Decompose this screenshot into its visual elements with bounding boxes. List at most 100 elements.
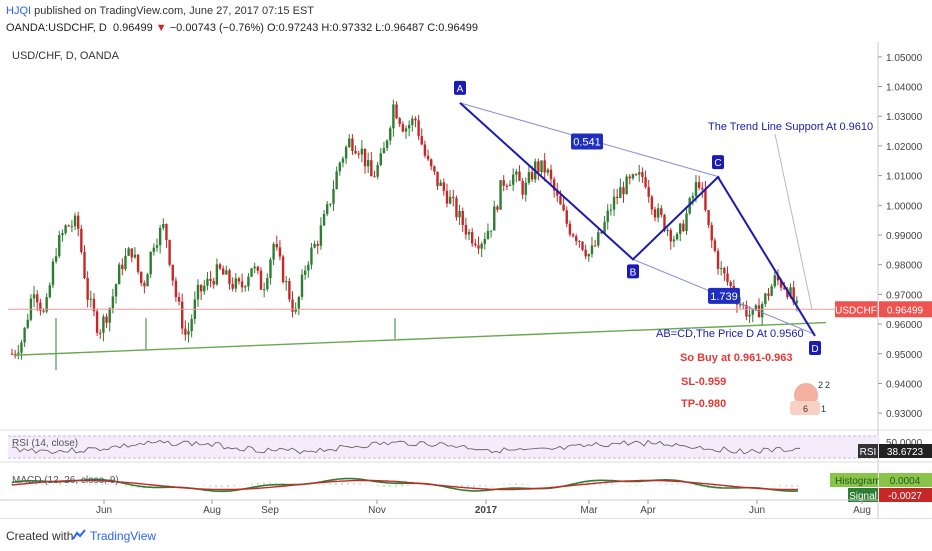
tradingview-logo-icon: [72, 529, 86, 540]
candle-body: [464, 224, 468, 235]
candle-body: [499, 180, 502, 210]
candle-body: [231, 283, 234, 289]
candle-body: [786, 288, 789, 298]
candle-body: [48, 285, 52, 298]
candle-body: [426, 155, 430, 160]
author-name[interactable]: HJQI: [6, 5, 32, 17]
candle-body: [754, 305, 758, 310]
candle-body: [792, 287, 795, 303]
candle-body: [726, 273, 729, 282]
y-tick-label: 1.01000: [886, 172, 923, 183]
candle-body: [146, 274, 149, 287]
y-tick-label: 0.97000: [886, 290, 923, 301]
candle-body: [615, 196, 619, 198]
candle-body: [694, 182, 698, 197]
candle-body: [237, 278, 241, 282]
candle-body: [338, 162, 342, 172]
candle-body: [294, 308, 297, 312]
candle-body: [496, 206, 499, 210]
candle-body: [344, 147, 348, 159]
stamp-digit: 2: [818, 380, 823, 390]
signal-value: -0.0027: [888, 491, 922, 502]
candle-body: [565, 210, 568, 224]
point-marker-b: [627, 264, 639, 279]
candle-body: [638, 172, 641, 175]
candle-body: [789, 287, 792, 298]
candle-body: [262, 289, 266, 291]
signal-value-badge: [879, 488, 932, 502]
candle-body: [297, 296, 301, 309]
candle-body: [505, 185, 509, 187]
histogram-value: 0.0004: [890, 476, 921, 487]
candle-body: [593, 245, 597, 247]
candle-body: [483, 238, 486, 244]
candle-body: [417, 120, 420, 137]
candle-body: [389, 128, 392, 141]
histogram-badge-text: Histogram: [835, 476, 881, 487]
y-tick-label: 1.03000: [886, 112, 923, 123]
candle-body: [729, 281, 732, 286]
candle-body: [587, 254, 591, 257]
candle-body: [307, 264, 310, 271]
candle-body: [326, 204, 329, 214]
candle-body: [508, 184, 512, 186]
candle-body: [675, 233, 679, 240]
candle-body: [568, 223, 572, 235]
candle-body: [578, 241, 581, 243]
candle-body: [430, 159, 433, 167]
histogram-badge: [830, 473, 878, 487]
last-price-value: 0.96499: [887, 305, 924, 316]
stamp-digit: 6: [803, 404, 808, 414]
candle-body: [385, 140, 389, 149]
ohlc-values: O:0.97243 H:0.97332 L:0.96487 C:0.96499: [267, 22, 479, 34]
candle-body: [376, 164, 379, 177]
y-tick-label: 1.02000: [886, 142, 923, 153]
point-marker-a: [454, 80, 466, 95]
candle-body: [486, 230, 490, 239]
x-tick-label: Aug: [853, 505, 871, 516]
candle-body: [209, 278, 212, 281]
candle-body: [181, 301, 184, 329]
candle-body: [348, 138, 351, 148]
stop-loss-annotation: SL-0.959: [681, 376, 726, 388]
histogram-value-badge: [879, 473, 932, 487]
x-tick-label: Nov: [368, 505, 386, 516]
candle-body: [543, 160, 546, 173]
candle-body: [17, 352, 20, 355]
candle-body: [666, 230, 669, 232]
candle-body: [436, 171, 439, 186]
candle-body: [316, 243, 319, 246]
candle-body: [266, 278, 269, 290]
candle-body: [275, 244, 278, 248]
created-with-text: Created with: [6, 529, 74, 543]
candle-body: [660, 208, 663, 215]
chart-canvas[interactable]: USDCHF 0.96499 A B C D 0.541 1.739 The Trend Lin…: [0, 0, 932, 518]
footer: Created with TradingView: [0, 518, 932, 551]
candle-body: [272, 244, 275, 260]
ratio-badge: [708, 287, 740, 304]
ohlc-info: OANDA:USDCHF, D 0.96499 ▼ −0.00743 (−0.7…: [6, 22, 478, 34]
macd-line: [11, 477, 799, 493]
candle-body: [288, 281, 291, 300]
ratio-label: 1.739: [710, 291, 738, 303]
candle-body: [581, 241, 584, 250]
candle-body: [537, 161, 540, 173]
candle-body: [458, 211, 461, 218]
candle-body: [452, 196, 455, 199]
candle-body: [360, 148, 364, 155]
publish-info: HJQI published on TradingView.com, June …: [6, 5, 314, 17]
tradingview-brand[interactable]: TradingView: [90, 529, 157, 543]
candle-body: [329, 203, 332, 205]
macd-signal-line: [11, 479, 799, 491]
candle-body: [13, 353, 17, 355]
candle-body: [647, 187, 650, 197]
flag-stamp-icon: [790, 401, 820, 415]
y-tick-label: 0.94000: [886, 379, 923, 390]
candle-body: [199, 284, 203, 292]
abcd-pattern-line: [459, 102, 816, 337]
rsi-top-tick: 50.0000: [886, 438, 923, 449]
candle-body: [341, 158, 345, 163]
candle-body: [335, 171, 338, 190]
candle-body: [502, 180, 505, 186]
candle-body: [152, 247, 156, 252]
